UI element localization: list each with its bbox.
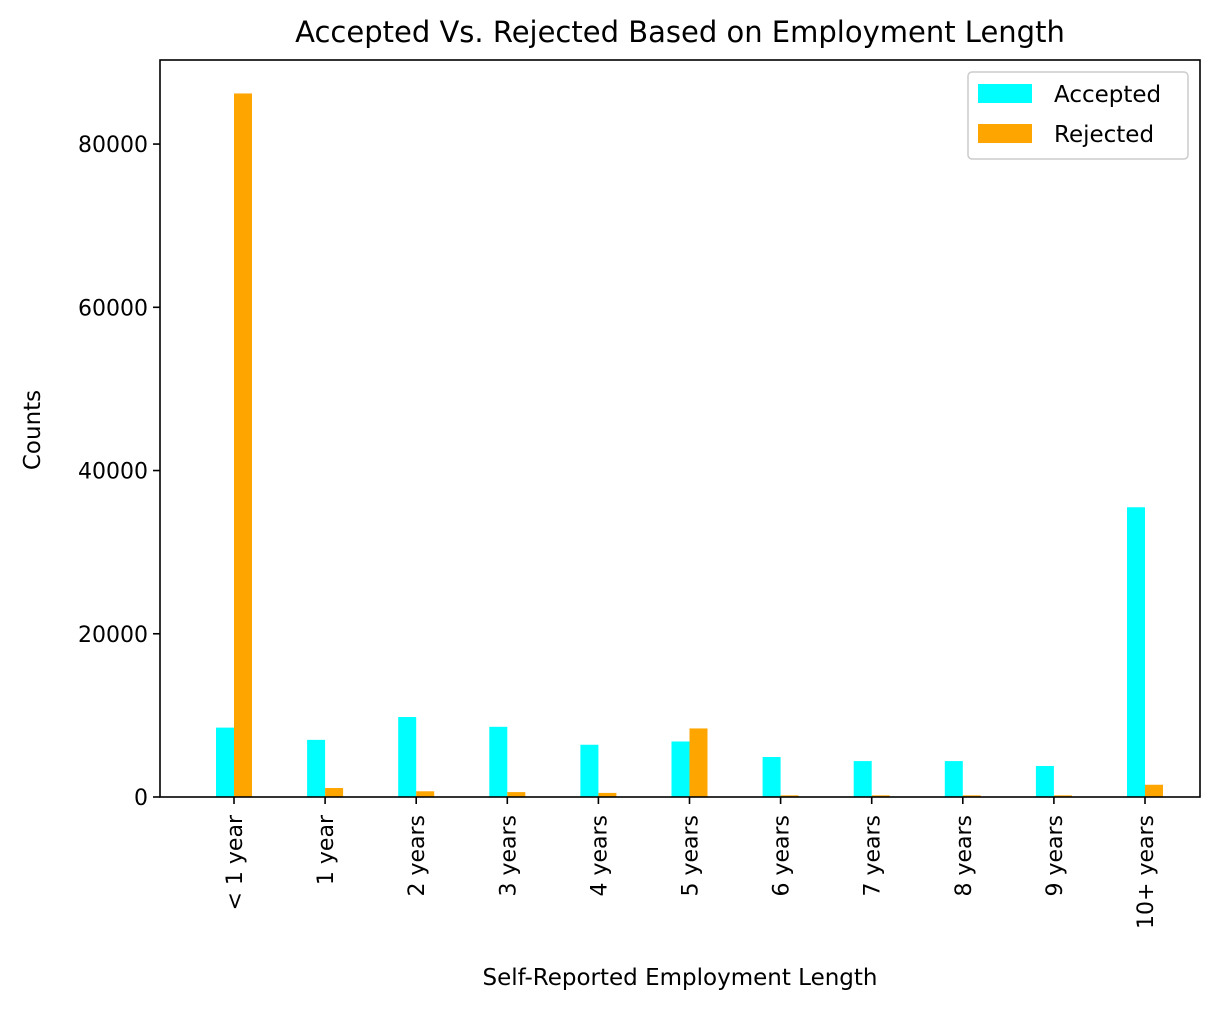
- bar-accepted-1: [307, 739, 326, 797]
- x-tick-label: 4 years: [587, 815, 612, 897]
- bar-rejected-7: [871, 795, 890, 797]
- y-tick-label: 60000: [78, 296, 148, 321]
- bar-rejected-8: [962, 795, 981, 797]
- bar-accepted-9: [1035, 765, 1054, 797]
- plot-frame: [159, 59, 1201, 798]
- y-tick-label: 80000: [78, 133, 148, 158]
- y-tick-label: 0: [134, 786, 148, 811]
- bar-accepted-5: [671, 741, 690, 797]
- bar-rejected-2: [416, 791, 435, 797]
- x-axis-label: Self-Reported Employment Length: [483, 965, 878, 991]
- x-tick-label: 6 years: [770, 815, 795, 897]
- x-tick-label: < 1 year: [223, 814, 248, 910]
- bar-accepted-0: [216, 727, 234, 797]
- x-tick-label: 10+ years: [1134, 815, 1159, 929]
- y-axis: 0 20000 40000 60000 80000: [78, 133, 160, 811]
- bar-accepted-4: [580, 744, 599, 797]
- bar-accepted-2: [398, 717, 417, 797]
- bar-rejected-5: [689, 728, 708, 797]
- legend-swatch-accepted: [978, 84, 1032, 103]
- bar-rejected-6: [780, 795, 799, 797]
- bar-rejected-1: [325, 788, 344, 797]
- bar-rejected-3: [507, 792, 526, 797]
- x-tick-label: 1 year: [314, 814, 339, 885]
- y-tick-label: 40000: [78, 460, 148, 485]
- x-tick-label: 3 years: [496, 815, 521, 897]
- bar-rejected-9: [1053, 795, 1072, 797]
- bar-accepted-7: [853, 761, 872, 797]
- x-tick-label: 7 years: [861, 815, 886, 897]
- x-tick-label: 8 years: [952, 815, 977, 897]
- x-tick-label: 9 years: [1043, 815, 1068, 897]
- chart-title: Accepted Vs. Rejected Based on Employmen…: [295, 15, 1065, 49]
- bar-accepted-6: [762, 757, 781, 797]
- x-tick-label: 5 years: [679, 815, 704, 897]
- legend-label-rejected: Rejected: [1054, 122, 1154, 148]
- x-tick-label: 2 years: [405, 815, 430, 897]
- bar-accepted-10: [1127, 507, 1145, 797]
- x-axis: < 1 year 1 year 2 years 3 years 4 years 5 yea…: [223, 797, 1159, 929]
- bar-accepted-3: [489, 726, 508, 797]
- bars-group: [216, 93, 1163, 798]
- y-axis-label: Counts: [20, 390, 46, 470]
- legend-label-accepted: Accepted: [1054, 82, 1161, 108]
- bar-accepted-8: [944, 761, 963, 797]
- bar-rejected-4: [598, 792, 617, 797]
- y-tick-label: 20000: [78, 623, 148, 648]
- legend-swatch-rejected: [978, 124, 1032, 143]
- bar-rejected-0: [234, 93, 252, 798]
- legend: Accepted Rejected: [967, 71, 1189, 160]
- bar-rejected-10: [1145, 784, 1163, 797]
